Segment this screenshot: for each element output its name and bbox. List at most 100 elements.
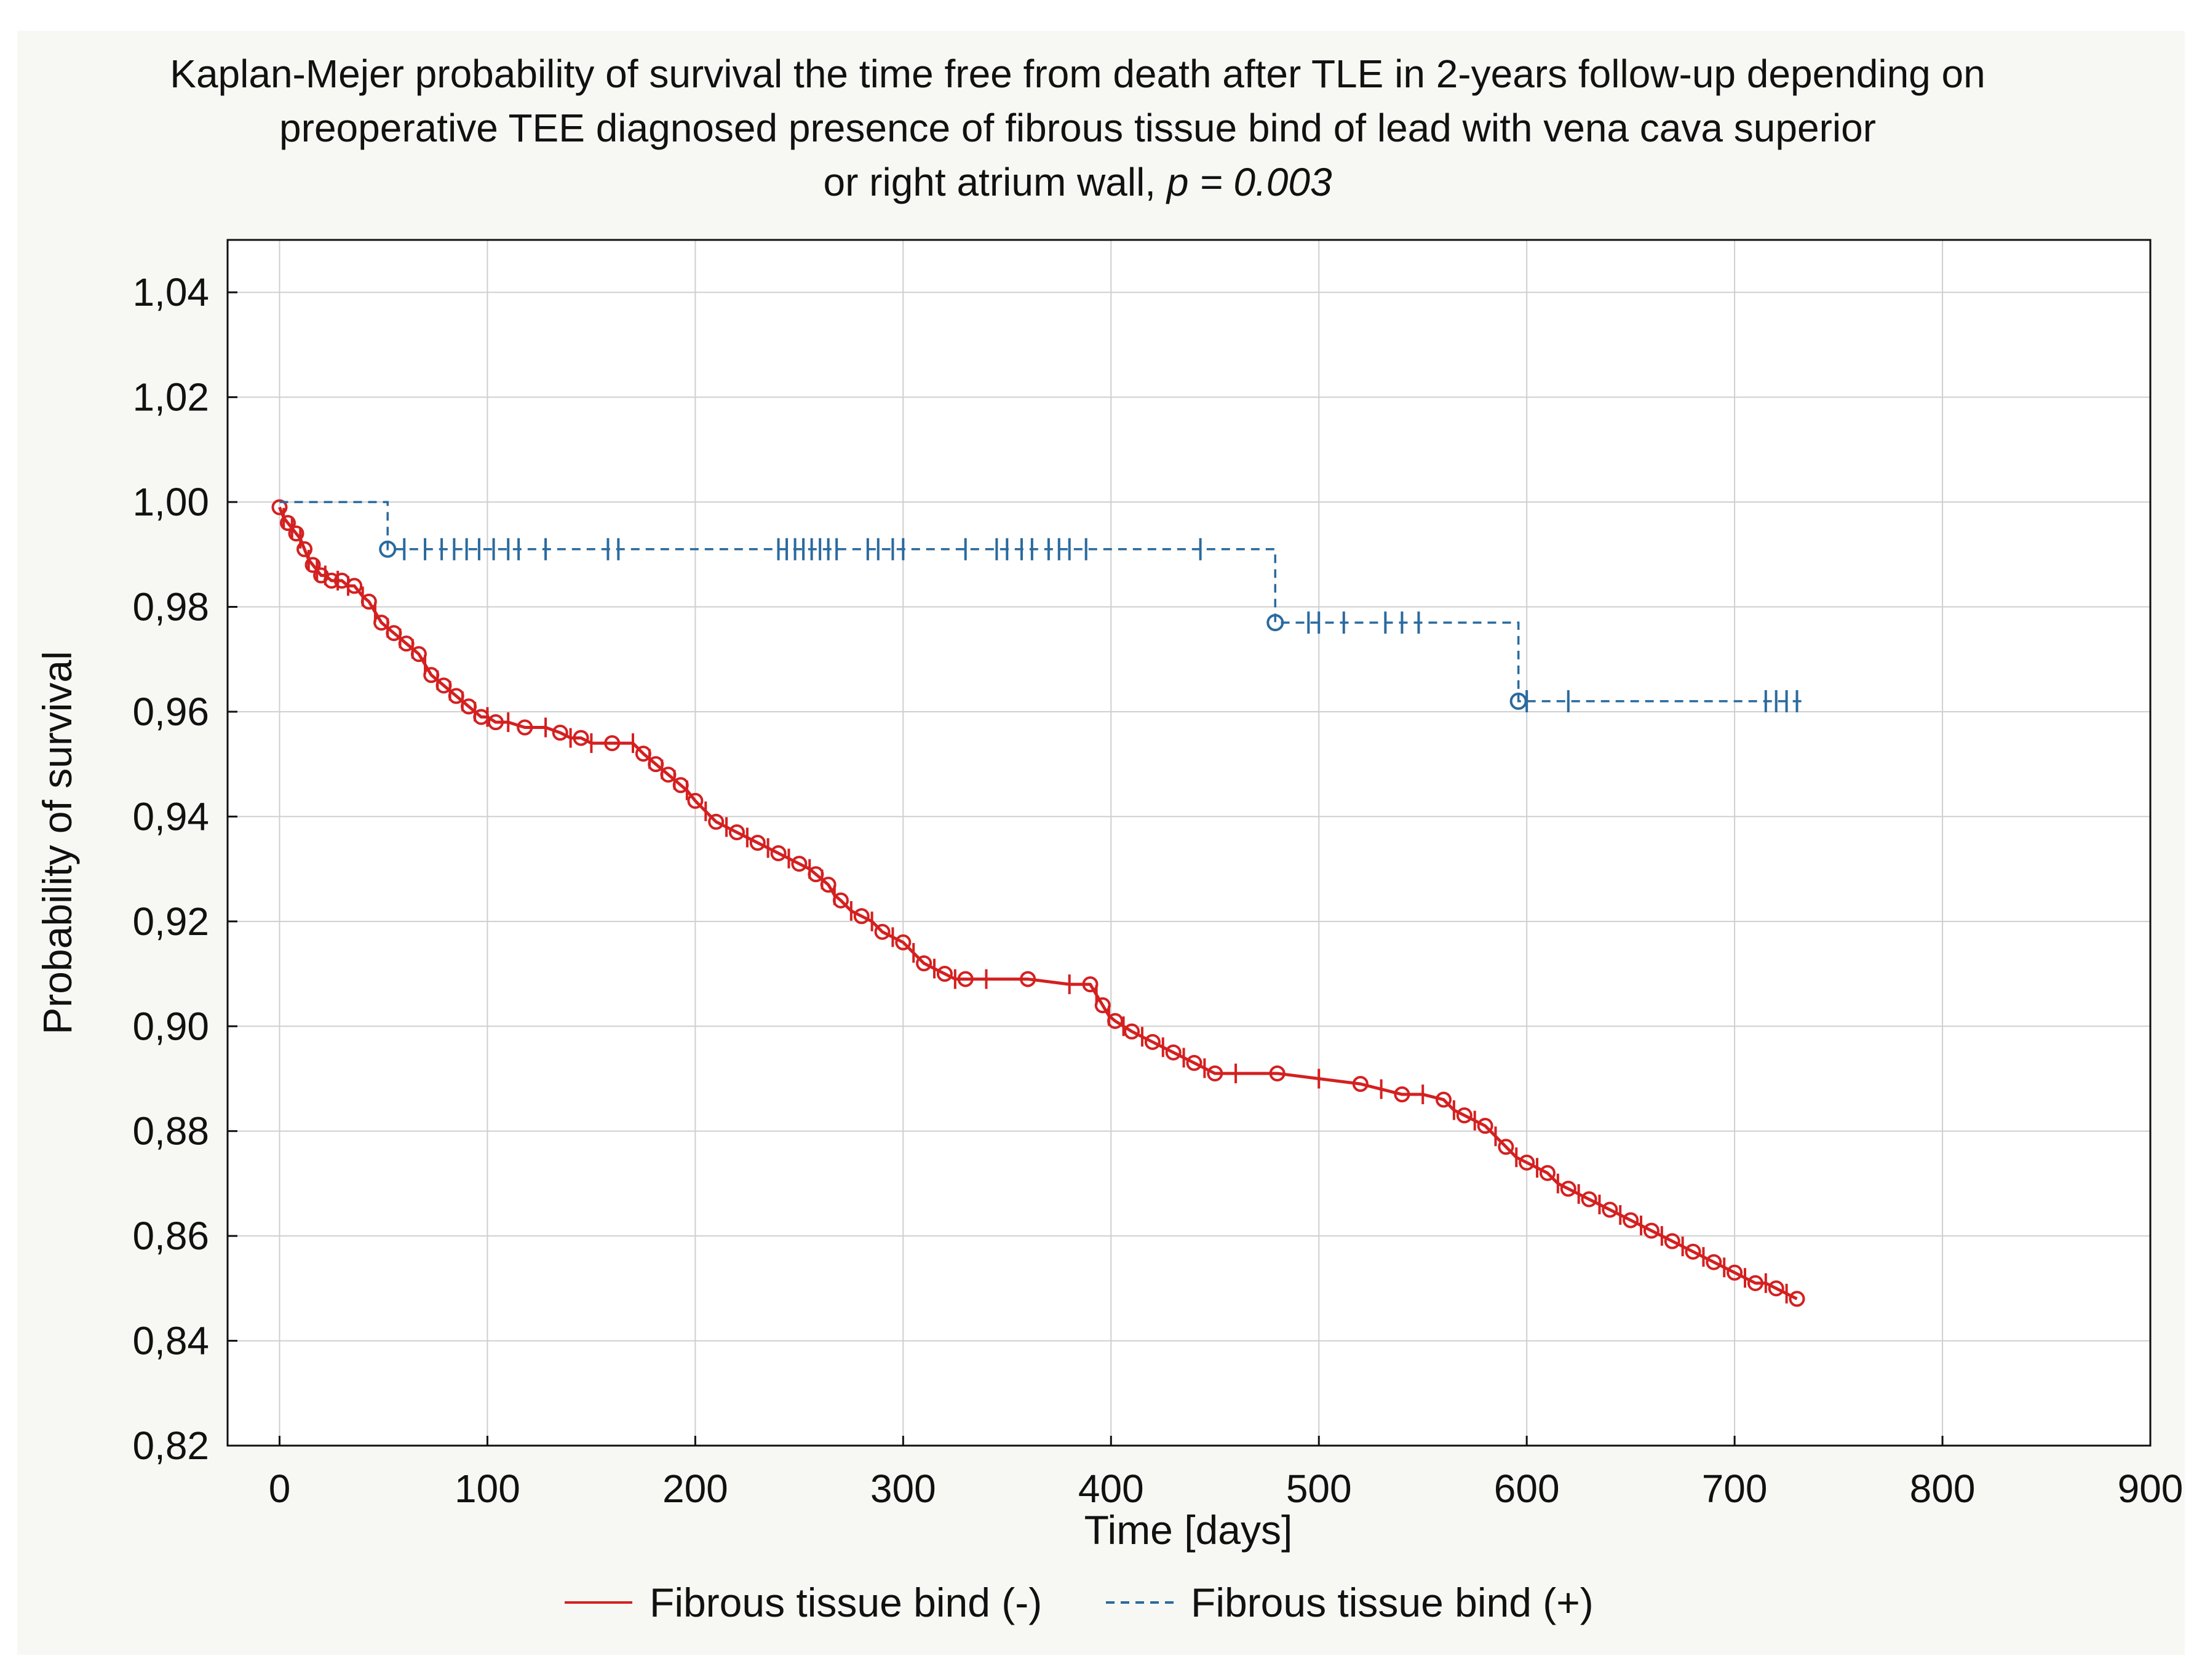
event-marker-negative [770, 845, 787, 862]
x-tick-label: 200 [662, 1467, 728, 1511]
event-marker-negative [360, 594, 377, 610]
event-marker-negative [957, 971, 974, 987]
event-marker-negative [1269, 1065, 1286, 1081]
event-marker-negative [1456, 1107, 1473, 1124]
event-marker-negative [296, 541, 313, 557]
event-marker-negative [1094, 997, 1111, 1014]
event-marker-negative [1727, 1264, 1743, 1281]
event-marker-negative [487, 714, 504, 730]
event-marker-negative [1539, 1164, 1556, 1181]
x-tick-label: 700 [1702, 1467, 1768, 1511]
event-marker-negative [1107, 1013, 1124, 1029]
event-marker-negative [749, 835, 766, 851]
legend: Fibrous tissue bind (-) Fibrous tissue b… [565, 1580, 1594, 1625]
plot-border [226, 239, 2152, 1447]
y-tick-label: 0,90 [132, 1004, 209, 1048]
series-fibrous-positive [279, 501, 1808, 712]
event-marker-negative [687, 792, 704, 809]
y-tick-label: 0,84 [132, 1319, 209, 1363]
event-marker-negative [1706, 1254, 1722, 1270]
x-tick-label: 500 [1286, 1467, 1352, 1511]
event-marker-negative [271, 499, 288, 516]
event-marker-negative [552, 725, 568, 741]
event-marker-negative [916, 955, 932, 971]
y-tick-label: 0,82 [132, 1423, 209, 1468]
km-chart: Kaplan-Mejer probability of survival the… [34, 52, 2184, 1625]
event-marker-negative [1685, 1243, 1701, 1260]
event-marker-negative [1165, 1044, 1182, 1061]
event-marker-negative [346, 578, 363, 594]
event-marker-negative [832, 892, 849, 909]
event-marker-negative [1020, 971, 1036, 987]
title-line-3: or right atrium wall, p = 0.003 [823, 160, 1332, 204]
title-line-3-text: or right atrium wall, [823, 160, 1166, 204]
x-axis-label: Time [days] [1084, 1507, 1293, 1553]
event-marker-negative [1747, 1275, 1763, 1291]
title-line-2: preoperative TEE diagnosed presence of f… [279, 106, 1876, 150]
legend-label-negative: Fibrous tissue bind (-) [650, 1580, 1042, 1625]
x-tick-label: 600 [1494, 1467, 1560, 1511]
y-tick-label: 0,86 [132, 1214, 209, 1258]
event-marker-negative [1144, 1033, 1161, 1050]
y-tick-label: 0,98 [132, 585, 209, 629]
title-p-value: p = 0.003 [1166, 160, 1332, 204]
event-marker-negative [280, 515, 296, 531]
y-tick-label: 1,04 [132, 270, 209, 314]
event-marker-negative [1124, 1023, 1140, 1040]
x-tick-label: 0 [269, 1467, 291, 1511]
survival-curve-negative [278, 506, 1798, 1300]
event-marker-negative [1602, 1201, 1618, 1218]
title-line-1: Kaplan-Mejer probability of survival the… [170, 52, 1985, 96]
event-marker-negative [1581, 1191, 1597, 1208]
event-marker-negative [820, 877, 837, 893]
y-tick-label: 1,00 [132, 480, 209, 524]
event-marker-negative [895, 934, 912, 950]
event-marker-negative [1352, 1076, 1369, 1092]
event-marker-negative [517, 719, 533, 736]
event-marker-negative [1789, 1291, 1805, 1307]
event-marker-negative [936, 966, 953, 982]
event-marker-negative [573, 730, 589, 746]
event-marker-negative [1498, 1139, 1514, 1155]
event-marker-negative [708, 813, 725, 830]
event-marker-negative [1560, 1180, 1576, 1197]
event-marker-positive [1266, 614, 1284, 632]
x-tick-label: 900 [2118, 1467, 2184, 1511]
event-marker-negative [1394, 1086, 1410, 1103]
y-tick-label: 0,92 [132, 899, 209, 944]
event-marker-negative [853, 908, 870, 925]
event-marker-negative [1768, 1280, 1784, 1297]
event-marker-negative [1643, 1222, 1659, 1239]
event-marker-positive [379, 540, 397, 558]
x-tick-label: 100 [455, 1467, 520, 1511]
event-marker-negative [728, 824, 745, 840]
y-tick-label: 0,88 [132, 1109, 209, 1153]
event-marker-negative [1207, 1065, 1223, 1081]
event-marker-negative [1186, 1054, 1202, 1071]
x-axis-ticks: 0 100 200 300 400 500 600 700 800 900 [269, 1436, 2184, 1511]
legend-label-positive: Fibrous tissue bind (+) [1191, 1580, 1594, 1625]
y-tick-label: 1,02 [132, 375, 209, 420]
event-marker-negative [1623, 1212, 1639, 1228]
y-axis-label: Probability of survival [34, 651, 80, 1035]
event-marker-negative [791, 856, 808, 872]
event-marker-negative [304, 557, 321, 573]
event-marker-negative [1519, 1154, 1535, 1171]
event-marker-negative [1435, 1091, 1452, 1108]
y-tick-label: 0,94 [132, 794, 209, 838]
x-tick-label: 400 [1078, 1467, 1144, 1511]
survival-curve-positive [279, 501, 1808, 703]
event-marker-negative [288, 525, 304, 542]
x-tick-label: 300 [870, 1467, 936, 1511]
series-fibrous-negative [271, 499, 1805, 1307]
figure-frame: Kaplan-Mejer probability of survival the… [17, 31, 2185, 1655]
event-marker-negative [1082, 976, 1099, 993]
event-marker-negative [874, 923, 891, 940]
plot-area [228, 240, 2150, 1446]
y-tick-label: 0,96 [132, 690, 209, 734]
event-marker-negative [604, 735, 621, 752]
x-tick-label: 800 [1910, 1467, 1976, 1511]
y-axis-ticks: 0,82 0,84 0,86 0,88 0,90 0,92 0,94 0,96 0,98 1,00… [132, 270, 237, 1468]
event-marker-negative [1664, 1233, 1680, 1249]
event-marker-negative [410, 646, 427, 663]
